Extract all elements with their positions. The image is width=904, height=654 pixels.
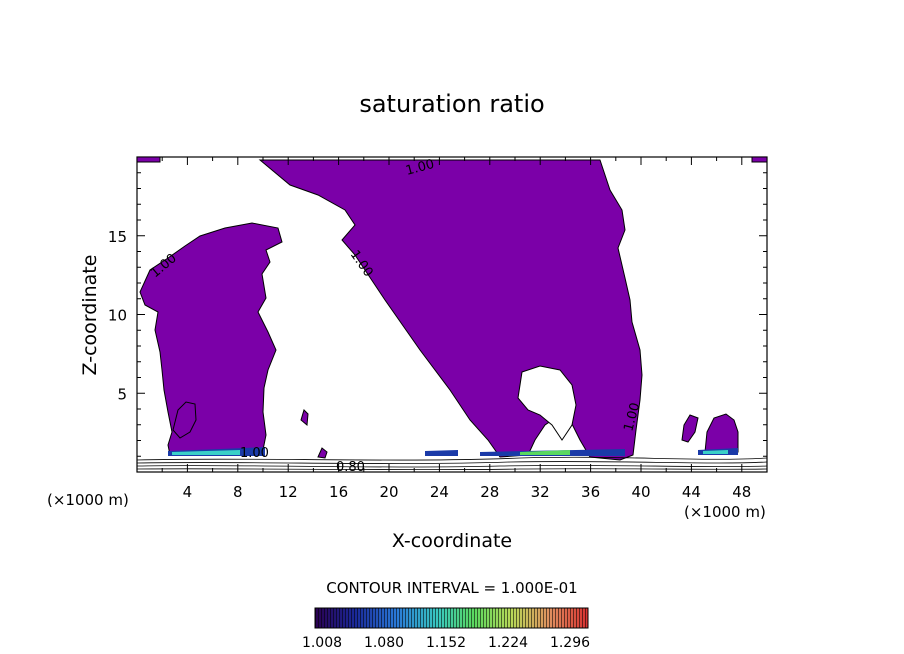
contour-line-4	[136, 468, 768, 471]
axis-ticks	[136, 156, 768, 473]
x-tick-label: 44	[682, 483, 701, 501]
y-tick-label: 5	[117, 385, 127, 403]
small-patch-1	[172, 401, 197, 439]
colorbar-tick-label: 1.296	[550, 635, 590, 651]
near-surface-bands	[168, 447, 738, 456]
x-tick-label: 12	[279, 483, 298, 501]
x-tick-label: 24	[430, 483, 449, 501]
top-right-corner-region	[751, 156, 768, 163]
small-patch-5	[317, 447, 328, 459]
x-tick-label: 16	[329, 483, 348, 501]
contour-label-6: 0.80	[336, 460, 365, 475]
x-unit-label: (×1000 m)	[684, 503, 766, 521]
colorbar-tick-labels: 1.008 1.080 1.152 1.224 1.296	[302, 635, 590, 651]
bubble-hole	[517, 365, 577, 441]
y-axis-label: Z-coordinate	[79, 255, 101, 376]
plot-area: 1.00 1.00 1.00 1.00 1.00 0.80	[136, 156, 768, 475]
x-tick-label: 36	[581, 483, 600, 501]
band-left-inner	[172, 450, 240, 455]
x-tick-label: 40	[631, 483, 650, 501]
x-tick-label: 28	[480, 483, 499, 501]
band-small	[425, 450, 458, 456]
z-unit-label: (×1000 m)	[47, 491, 129, 509]
colorbar-tick-label: 1.008	[302, 635, 342, 651]
x-tick-labels: 4 8 12 16 20 24 28 32 36 40 44 48	[183, 483, 752, 501]
contour-label-1: 1.00	[404, 157, 436, 179]
contour-label-4: 1.00	[621, 401, 643, 433]
band-mid-inner	[520, 450, 570, 455]
small-patch-2	[681, 414, 699, 443]
contour-line-1	[136, 456, 768, 461]
contour-line-2	[136, 461, 768, 465]
colorbar: 1.008 1.080 1.152 1.224 1.296	[302, 607, 590, 651]
x-tick-label: 8	[233, 483, 243, 501]
colorbar-tick-label: 1.152	[426, 635, 466, 651]
small-patch-4	[300, 409, 309, 426]
band-right-inner	[703, 450, 728, 454]
surface-contours	[136, 456, 768, 471]
contour-line-3	[136, 465, 768, 468]
colorbar-tick-label: 1.224	[488, 635, 528, 651]
left-column-region	[139, 222, 283, 456]
colorbar-tick-label: 1.080	[364, 635, 404, 651]
contour-interval-text: CONTOUR INTERVAL = 1.000E-01	[326, 579, 577, 597]
x-axis-label: X-coordinate	[392, 530, 512, 552]
chart-title: saturation ratio	[359, 90, 544, 118]
top-left-corner-region	[136, 156, 161, 163]
y-tick-labels: 5 10 15	[108, 228, 127, 404]
x-tick-label: 20	[379, 483, 398, 501]
y-tick-label: 15	[108, 228, 127, 246]
supersaturated-regions	[136, 156, 768, 461]
x-tick-label: 4	[183, 483, 193, 501]
contour-label-5: 1.00	[240, 446, 269, 461]
y-tick-label: 10	[108, 307, 127, 325]
x-tick-label: 32	[531, 483, 550, 501]
colorbar-stripes	[315, 608, 588, 628]
x-tick-label: 48	[732, 483, 751, 501]
